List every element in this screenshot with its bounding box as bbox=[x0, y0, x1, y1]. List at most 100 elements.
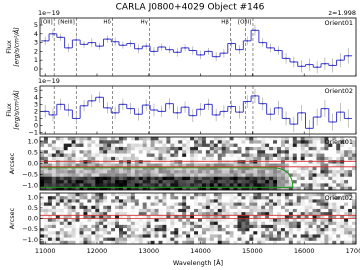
pixel bbox=[344, 228, 349, 232]
pixel bbox=[111, 163, 116, 168]
flux-point bbox=[168, 48, 171, 51]
pixel bbox=[324, 146, 329, 151]
pixel bbox=[130, 186, 136, 191]
pixel bbox=[162, 166, 167, 171]
pixel bbox=[51, 237, 57, 242]
pixel bbox=[257, 137, 262, 141]
y-tick-label: 0.0 bbox=[28, 160, 38, 168]
pixel bbox=[352, 150, 357, 154]
pixel bbox=[194, 240, 199, 245]
y-tick-label: 5 bbox=[34, 86, 38, 94]
pixel bbox=[205, 231, 211, 235]
pixel bbox=[130, 153, 136, 158]
pixel bbox=[111, 173, 116, 178]
pixel bbox=[63, 163, 68, 168]
pixel bbox=[122, 208, 128, 213]
pixel bbox=[348, 234, 353, 238]
pixel bbox=[182, 183, 187, 187]
pixel bbox=[51, 221, 57, 226]
pixel bbox=[352, 163, 357, 168]
pixel bbox=[67, 234, 72, 238]
pixel bbox=[166, 228, 171, 232]
pixel bbox=[280, 193, 286, 197]
pixel bbox=[300, 196, 305, 200]
pixel bbox=[190, 163, 195, 168]
pixel bbox=[213, 228, 219, 232]
pixel bbox=[190, 196, 195, 200]
pixel bbox=[288, 173, 294, 178]
pixel bbox=[225, 156, 230, 161]
pixel bbox=[269, 143, 274, 148]
pixel bbox=[257, 228, 262, 232]
pixel bbox=[40, 166, 45, 171]
pixel bbox=[273, 140, 278, 144]
pixel bbox=[277, 140, 282, 144]
pixel bbox=[284, 215, 290, 219]
pixel bbox=[198, 231, 203, 235]
pixel bbox=[348, 208, 353, 213]
pixel bbox=[308, 228, 313, 232]
pixel bbox=[130, 234, 136, 238]
pixel bbox=[253, 166, 258, 171]
pixel bbox=[229, 228, 234, 232]
pixel bbox=[273, 146, 278, 151]
pixel bbox=[205, 166, 211, 171]
pixel bbox=[265, 205, 270, 210]
pixel bbox=[146, 202, 151, 207]
pixel bbox=[43, 231, 49, 235]
pixel bbox=[352, 205, 357, 210]
pixel bbox=[134, 163, 140, 168]
pixel bbox=[43, 173, 49, 178]
pixel bbox=[209, 199, 215, 203]
pixel bbox=[205, 224, 211, 229]
pixel bbox=[205, 156, 211, 161]
pixel bbox=[209, 170, 215, 174]
pixel bbox=[328, 205, 333, 210]
pixel bbox=[91, 237, 96, 242]
pixel bbox=[182, 163, 187, 168]
pixel bbox=[174, 176, 179, 181]
pixel bbox=[99, 221, 104, 226]
pixel bbox=[107, 173, 112, 178]
pixel bbox=[205, 170, 211, 174]
pixel bbox=[225, 215, 230, 219]
pixel bbox=[55, 166, 61, 171]
pixel bbox=[91, 143, 96, 148]
pixel bbox=[119, 170, 124, 174]
pixel bbox=[217, 205, 222, 210]
pixel bbox=[265, 215, 270, 219]
pixel bbox=[119, 183, 124, 187]
pixel bbox=[324, 231, 329, 235]
pixel bbox=[40, 237, 45, 242]
pixel bbox=[312, 140, 317, 144]
pixel bbox=[158, 205, 163, 210]
pixel bbox=[269, 221, 274, 226]
pixel bbox=[348, 240, 353, 245]
flux-point bbox=[184, 106, 186, 109]
pixel bbox=[43, 180, 49, 184]
pixel bbox=[142, 170, 147, 174]
pixel bbox=[122, 224, 128, 229]
pixel bbox=[269, 146, 274, 151]
pixel bbox=[71, 231, 76, 235]
pixel bbox=[154, 170, 159, 174]
pixel bbox=[158, 202, 163, 207]
pixel bbox=[308, 153, 313, 158]
pixel bbox=[122, 205, 128, 210]
pixel bbox=[103, 237, 108, 242]
pixel bbox=[99, 140, 104, 144]
pixel bbox=[348, 150, 353, 154]
pixel bbox=[107, 199, 112, 203]
plot-frame bbox=[39, 17, 357, 77]
pixel bbox=[348, 180, 353, 184]
pixel bbox=[150, 153, 155, 158]
pixel bbox=[320, 215, 325, 219]
pixel bbox=[340, 234, 345, 238]
pixel bbox=[241, 153, 246, 158]
pixel bbox=[269, 196, 274, 200]
pixel bbox=[107, 231, 112, 235]
pixel bbox=[217, 199, 222, 203]
axis-multiplier: 1e−19 bbox=[38, 9, 60, 17]
pixel bbox=[280, 234, 286, 238]
pixel bbox=[91, 199, 96, 203]
